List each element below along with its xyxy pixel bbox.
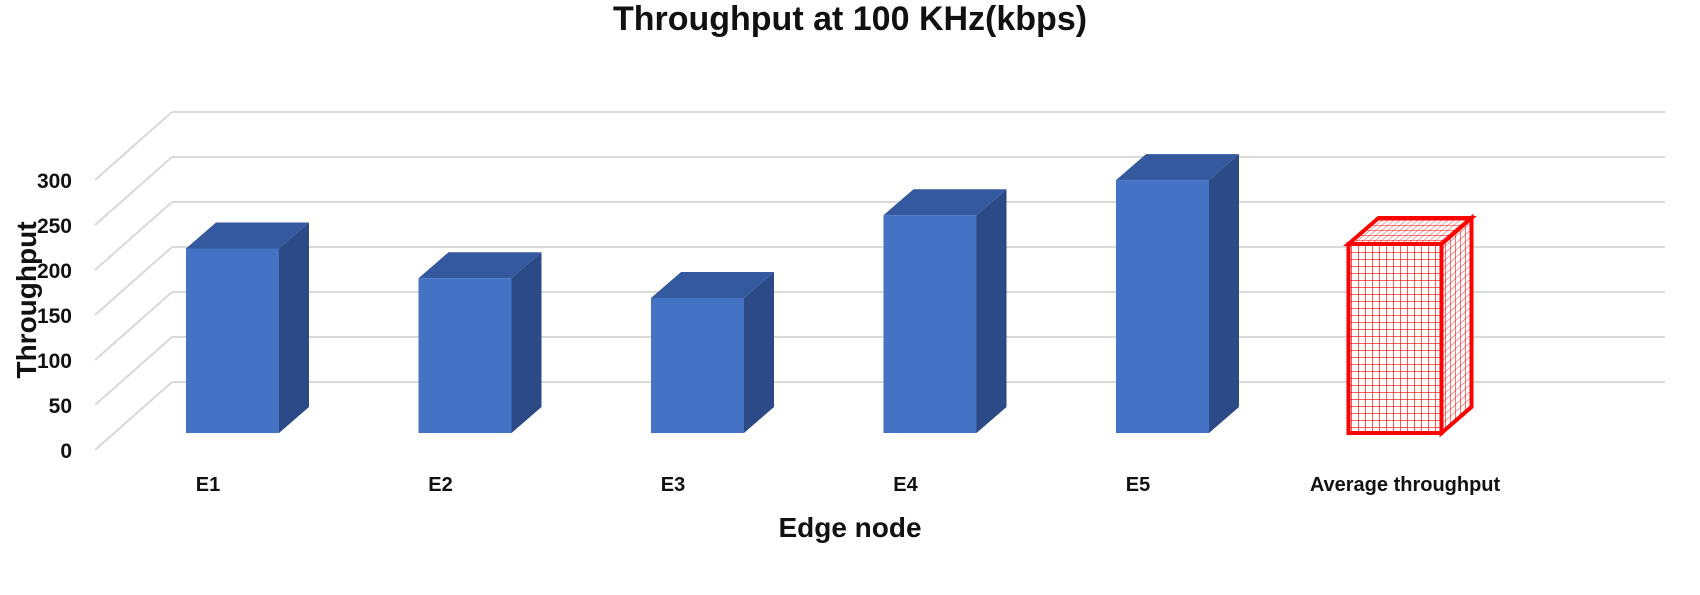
x-axis-label: Edge node <box>778 512 921 543</box>
bar-side <box>1439 213 1474 438</box>
bar <box>418 252 542 433</box>
y-tick-label: 100 <box>37 350 72 373</box>
y-tick-label: 50 <box>49 395 72 418</box>
bar-front <box>883 215 977 433</box>
y-tick-label: 150 <box>37 305 72 328</box>
gridline-diagonal <box>94 381 173 451</box>
y-tick-label: 300 <box>37 170 72 193</box>
bar-front <box>651 298 744 433</box>
y-tick-label: 250 <box>37 215 72 238</box>
bar-top <box>1116 154 1239 181</box>
bar-side <box>511 252 542 433</box>
y-tick-label: 0 <box>60 440 72 463</box>
bar <box>883 189 1007 433</box>
gridline-diagonal <box>94 111 173 181</box>
bar <box>1116 154 1239 433</box>
gridline-diagonal <box>94 156 173 226</box>
bar <box>186 222 309 433</box>
y-axis-ticks: 0 50 100 150 200 250 300 <box>37 170 72 463</box>
chart-title: Throughput at 100 KHz(kbps) <box>613 0 1087 38</box>
bar <box>651 272 774 433</box>
gridline-diagonal <box>94 291 173 361</box>
bar-front <box>1116 180 1209 433</box>
gridline-diagonal <box>94 246 173 316</box>
x-tick-label: Average throughput <box>1310 474 1501 496</box>
x-tick-label: E5 <box>1126 474 1150 496</box>
bar-front <box>418 278 512 433</box>
bar-top <box>883 189 1007 216</box>
y-axis-label: Throughput <box>11 221 42 378</box>
bar-top <box>418 252 542 279</box>
x-axis-categories: E1 E2 E3 E4 E5 Average throughput <box>196 474 1501 496</box>
bar-front <box>186 248 279 433</box>
bar-side <box>279 222 309 433</box>
bar <box>1343 213 1477 438</box>
bar-side <box>1209 154 1239 433</box>
gridline-diagonal <box>94 336 173 406</box>
x-tick-label: E1 <box>196 474 220 496</box>
bar-front <box>1346 242 1444 435</box>
bar-top <box>651 272 774 298</box>
bar-side <box>744 272 774 433</box>
x-tick-label: E2 <box>428 474 452 496</box>
bar-side <box>976 189 1007 433</box>
x-tick-label: E4 <box>893 474 918 496</box>
y-tick-label: 200 <box>37 260 72 283</box>
x-tick-label: E3 <box>661 474 685 496</box>
bars <box>186 154 1477 438</box>
bar-top <box>186 222 309 249</box>
gridline-diagonal <box>94 201 173 271</box>
